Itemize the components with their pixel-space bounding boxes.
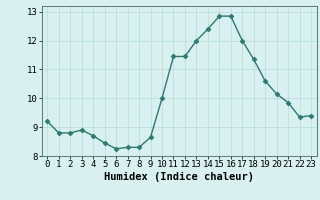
X-axis label: Humidex (Indice chaleur): Humidex (Indice chaleur) xyxy=(104,172,254,182)
